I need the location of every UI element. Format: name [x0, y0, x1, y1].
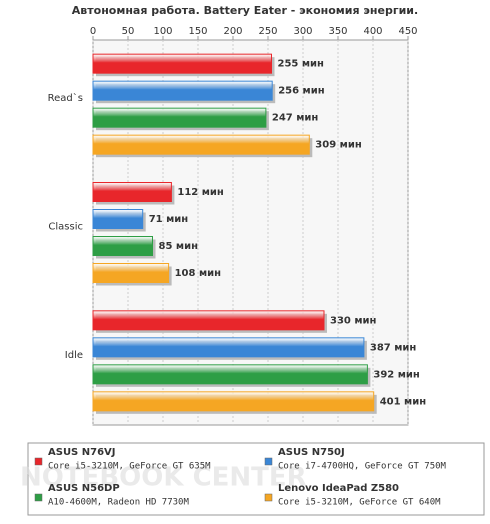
legend-subtitle: Core i5-3210M, GeForce GT 640M — [278, 498, 441, 508]
x-tick-label: 150 — [188, 26, 207, 37]
legend-label: ASUS N76VJ — [48, 447, 116, 458]
value-label: 112 мин — [177, 187, 224, 198]
value-label: 309 мин — [315, 140, 362, 151]
value-label: 71 мин — [149, 214, 189, 225]
value-label: 330 мин — [330, 315, 377, 326]
legend-swatch — [34, 493, 43, 502]
bar — [92, 134, 310, 155]
bar — [92, 182, 172, 202]
bar — [92, 236, 153, 256]
value-label: 108 мин — [175, 268, 222, 279]
y-tick-label: Read`s — [48, 92, 83, 104]
bar — [92, 80, 273, 101]
bar — [92, 209, 144, 229]
bar — [92, 310, 325, 331]
watermark: NOTEBOOK CENTER — [20, 463, 307, 493]
x-tick-label: 200 — [223, 26, 242, 37]
legend-label: ASUS N750J — [278, 447, 345, 458]
legend-swatch — [264, 457, 273, 466]
value-label: 401 мин — [380, 396, 427, 407]
legend-swatch — [34, 457, 43, 466]
x-tick-label: 100 — [153, 26, 172, 37]
legend-label: Lenovo IdeaPad Z580 — [278, 483, 399, 494]
x-tick-label: 350 — [328, 26, 347, 37]
value-label: 247 мин — [272, 113, 319, 124]
bar — [92, 263, 170, 283]
value-label: 255 мин — [278, 59, 325, 70]
x-tick-label: 250 — [258, 26, 277, 37]
legend-swatch — [264, 493, 273, 502]
legend-subtitle: Core i5-3210M, GeForce GT 635M — [48, 462, 211, 472]
y-tick-label: Classic — [48, 222, 83, 233]
value-label: 387 мин — [370, 342, 417, 353]
y-tick-label: Idle — [65, 350, 83, 361]
x-tick-label: 450 — [398, 26, 417, 37]
legend-subtitle: A10-4600M, Radeon HD 7730M — [48, 498, 189, 508]
x-tick-label: 50 — [122, 26, 135, 37]
bar — [92, 391, 375, 412]
value-label: 256 мин — [278, 86, 325, 97]
value-label: 85 мин — [159, 241, 199, 252]
bar — [92, 107, 267, 128]
x-tick-label: 300 — [293, 26, 312, 37]
legend-label: ASUS N56DP — [48, 483, 120, 494]
bar — [92, 364, 368, 385]
x-tick-label: 0 — [90, 26, 96, 37]
legend-subtitle: Core i7-4700HQ, GeForce GT 750M — [278, 462, 447, 472]
bar — [92, 337, 365, 358]
x-tick-label: 400 — [363, 26, 382, 37]
bar — [92, 53, 272, 74]
legend — [27, 442, 485, 516]
chart-title: Автономная работа. Battery Eater - эконо… — [72, 4, 418, 17]
value-label: 392 мин — [373, 369, 420, 380]
plot-area — [92, 39, 409, 426]
